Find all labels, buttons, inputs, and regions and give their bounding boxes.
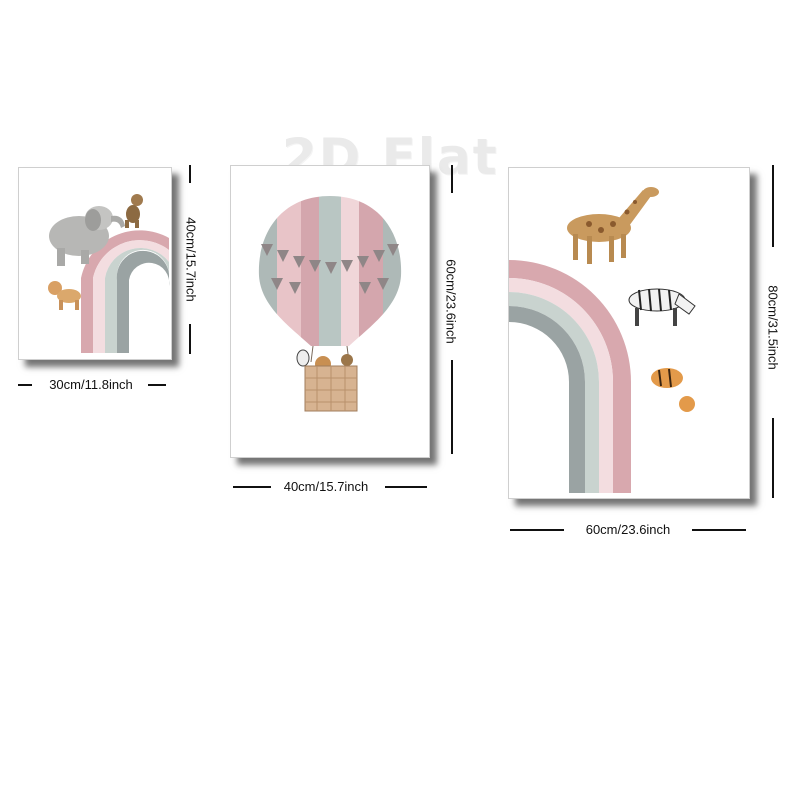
- bunting-flags-icon: [261, 244, 399, 294]
- height-dimension-line-bottom: [772, 418, 774, 498]
- monkey-icon: [341, 354, 353, 366]
- rainbow-arc-sage: [105, 247, 169, 353]
- rainbow-arc-sage: [509, 292, 599, 493]
- rainbow-elephant-illustration: [48, 194, 170, 353]
- poster-medium[interactable]: [230, 165, 430, 458]
- poster-large[interactable]: [508, 167, 750, 499]
- height-dimension-line-bottom: [451, 360, 453, 454]
- elephant-icon: [49, 206, 125, 266]
- poster-small-width-label: 30cm/11.8inch: [49, 377, 133, 392]
- rainbow-giraffe-illustration: [509, 187, 696, 493]
- rainbow-arc-grey: [509, 306, 585, 493]
- monkey-icon: [125, 194, 143, 228]
- height-dimension-line-top: [189, 165, 191, 183]
- rainbow-arc-pink: [81, 230, 169, 353]
- tiger-cub-icon: [651, 368, 695, 412]
- width-dimension-line-left: [233, 486, 271, 488]
- height-dimension-line-top: [451, 165, 453, 193]
- rainbow-arc-grey: [116, 250, 170, 353]
- poster-small-height-label: 40cm/15.7inch: [183, 217, 199, 302]
- width-dimension-line-left: [18, 384, 32, 386]
- width-dimension-line-left: [510, 529, 564, 531]
- balloon-envelope: [258, 196, 402, 346]
- height-dimension-line-bottom: [189, 324, 191, 354]
- width-dimension-line-right: [692, 529, 746, 531]
- poster-medium-height-label: 60cm/23.6inch: [443, 259, 459, 344]
- width-dimension-line-right: [148, 384, 166, 386]
- zebra-icon: [628, 288, 696, 326]
- hot-air-balloon-illustration: [258, 196, 402, 412]
- giraffe-icon: [567, 187, 659, 264]
- width-dimension-line-right: [385, 486, 427, 488]
- poster-medium-width-label: 40cm/15.7inch: [283, 479, 369, 494]
- poster-large-width-label: 60cm/23.6inch: [585, 522, 671, 537]
- rainbow-arc-pink: [509, 260, 631, 493]
- rainbow-arc-light-pink: [509, 278, 613, 493]
- poster-large-height-label: 80cm/31.5inch: [765, 285, 781, 370]
- lion-cub-icon: [48, 281, 81, 310]
- zebra-icon: [296, 349, 310, 367]
- poster-small[interactable]: [18, 167, 172, 360]
- height-dimension-line-top: [772, 165, 774, 247]
- rainbow-arc-light-pink: [93, 240, 169, 353]
